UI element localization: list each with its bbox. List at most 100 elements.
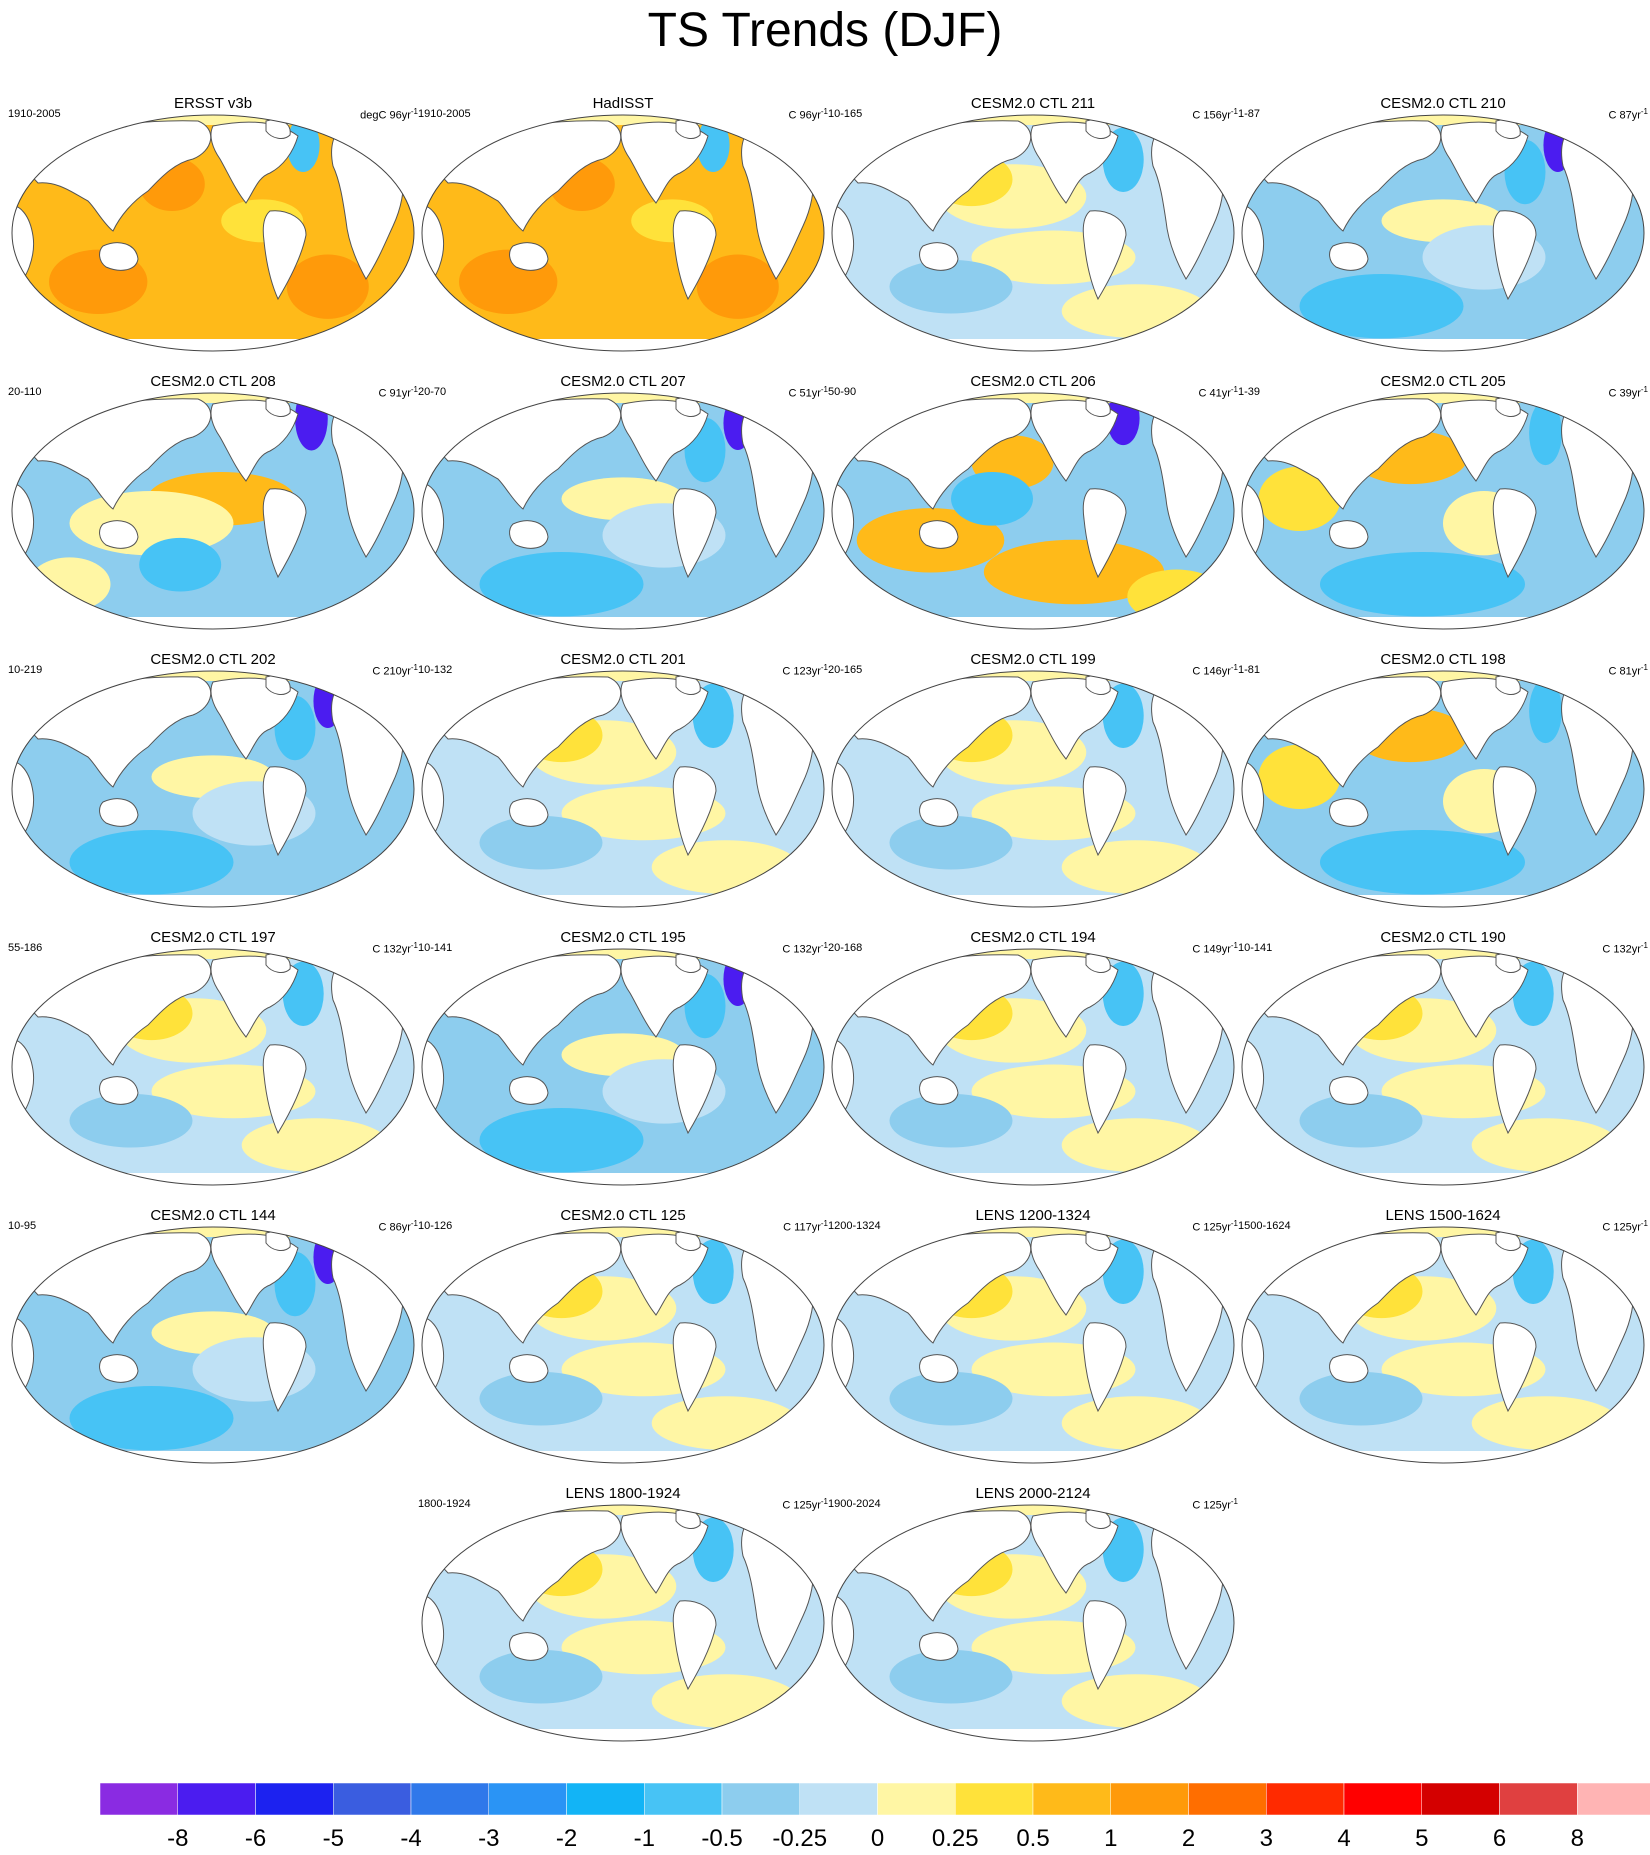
colorbar-box [721,1783,800,1815]
map-panel: CESM2.0 CTL 208 20-110 C 91yr-1 [8,373,418,648]
trend-map [421,1504,825,1742]
panel-period: 1-87 [1238,108,1261,120]
panel-title: CESM2.0 CTL 195 [560,929,686,946]
panel-units-exponent: -1 [1640,107,1648,116]
panel-title: ERSST v3b [173,95,253,112]
panel-units-text: C 210yr [372,665,411,678]
panel-period: 20-168 [828,942,863,954]
panel-period: 1500-1624 [1238,1220,1291,1232]
panel-period: 10-126 [418,1220,453,1232]
map-panel: CESM2.0 CTL 206 50-90 C 41yr-1 [828,373,1238,648]
panel-units: C 210yr-1 [372,661,418,679]
panel-title: CESM2.0 CTL 201 [560,651,686,668]
panel-period: 1800-1924 [418,1498,471,1510]
colorbar-tick-label: 5 [1415,1825,1429,1852]
colorbar-box [177,1783,256,1815]
trend-map [1241,1226,1645,1464]
map-panel: CESM2.0 CTL 144 10-95 C 86yr-1 [8,1207,418,1482]
panel-title: LENS 1200-1324 [975,1207,1091,1224]
trend-map [1241,948,1645,1186]
colorbar-box [1499,1783,1578,1815]
panel-units: C 132yr-1 [372,939,418,957]
panel-units-text: C 41yr [1198,387,1231,400]
trend-map [421,114,825,352]
colorbar-box [566,1783,645,1815]
panel-units-text: C 117yr [783,1221,821,1234]
colorbar-box [255,1783,334,1815]
panel-units: C 81yr-1 [1608,661,1648,679]
map-panel: CESM2.0 CTL 198 1-81 C 81yr-1 [1238,651,1648,926]
panel-units: C 96yr-1 [788,105,828,123]
panel-units-exponent: -1 [1640,1219,1648,1228]
trend-map [11,1226,415,1464]
panel-units-exponent: -1 [1640,385,1648,394]
trend-map [1241,670,1645,908]
panel-title: CESM2.0 CTL 197 [150,929,276,946]
trend-map [831,1226,1235,1464]
panel-title: CESM2.0 CTL 144 [150,1207,276,1224]
map-panel: CESM2.0 CTL 194 20-168 C 149yr-1 [828,929,1238,1204]
panel-units-text: C 51yr [788,387,821,400]
colorbar-box [1110,1783,1189,1815]
panel-units: C 117yr-1 [783,1217,828,1235]
trend-map [11,392,415,630]
panel-units-exponent: -1 [820,107,828,116]
panel-title: CESM2.0 CTL 202 [150,651,276,668]
panel-units: C 125yr-1 [1192,1495,1238,1513]
panel-units-text: C 125yr [1192,1499,1231,1512]
panel-title: CESM2.0 CTL 125 [560,1207,686,1224]
map-panel: CESM2.0 CTL 195 10-141 C 132yr-1 [418,929,828,1204]
panel-title: CESM2.0 CTL 194 [970,929,1096,946]
trend-map [11,948,415,1186]
panel-period: 1-39 [1238,386,1261,398]
map-panel: HadISST 1910-2005 C 96yr-1 [418,95,828,370]
colorbar-box [1032,1783,1111,1815]
panel-units-exponent: -1 [410,663,418,672]
panel-units: C 156yr-1 [1192,105,1238,123]
colorbar-tick-label: 6 [1492,1825,1507,1852]
panel-title: CESM2.0 CTL 208 [150,373,276,390]
panel-period: 20-110 [8,386,42,398]
map-panel: CESM2.0 CTL 210 1-87 C 87yr-1 [1238,95,1648,370]
trend-map [831,670,1235,908]
panel-title: HadISST [592,95,654,112]
panel-units-exponent: -1 [1640,941,1648,950]
panel-units-exponent: -1 [820,385,828,394]
panel-units-text: C 132yr [372,943,411,956]
map-panel: LENS 1200-1324 1200-1324 C 125yr-1 [828,1207,1238,1482]
panel-units-exponent: -1 [1230,1219,1238,1228]
panel-title: CESM2.0 CTL 198 [1380,651,1506,668]
panel-period: 55-186 [8,942,43,954]
panel-period: 20-165 [828,664,863,676]
trend-map [421,392,825,630]
panel-units-text: C 86yr [378,1221,411,1234]
colorbar-box [877,1783,956,1815]
panel-units-exponent: -1 [1640,663,1648,672]
panel-period: 1200-1324 [828,1220,881,1232]
colorbar-box [1188,1783,1267,1815]
panel-units: C 86yr-1 [378,1217,418,1235]
colorbar-box [488,1783,567,1815]
colorbar-tick-label: 1 [1104,1825,1118,1852]
panel-units: C 132yr-1 [1602,939,1648,957]
panel-units: C 149yr-1 [1192,939,1238,957]
colorbar-box [100,1783,178,1815]
colorbar-box [955,1783,1034,1815]
map-panel: CESM2.0 CTL 190 10-141 C 132yr-1 [1238,929,1648,1204]
panel-units: C 132yr-1 [782,939,828,957]
colorbar-tick-label: 3 [1259,1825,1273,1852]
panel-title: CESM2.0 CTL 207 [560,373,686,390]
trend-map [831,114,1235,352]
panel-period: 10-95 [8,1220,37,1232]
panel-units-exponent: -1 [820,663,828,672]
panel-units: C 39yr-1 [1608,383,1648,401]
panel-period: 1910-2005 [8,108,61,120]
colorbar-box [1266,1783,1345,1815]
colorbar-tick-label: 8 [1570,1825,1584,1852]
panel-units-exponent: -1 [820,1219,828,1228]
colorbar-tick-label: -6 [244,1825,267,1852]
colorbar-tick-label: 0 [870,1825,885,1852]
colorbar-tick-label: -2 [555,1825,578,1852]
panel-units-exponent: -1 [1230,941,1238,950]
panel-units: C 41yr-1 [1198,383,1238,401]
